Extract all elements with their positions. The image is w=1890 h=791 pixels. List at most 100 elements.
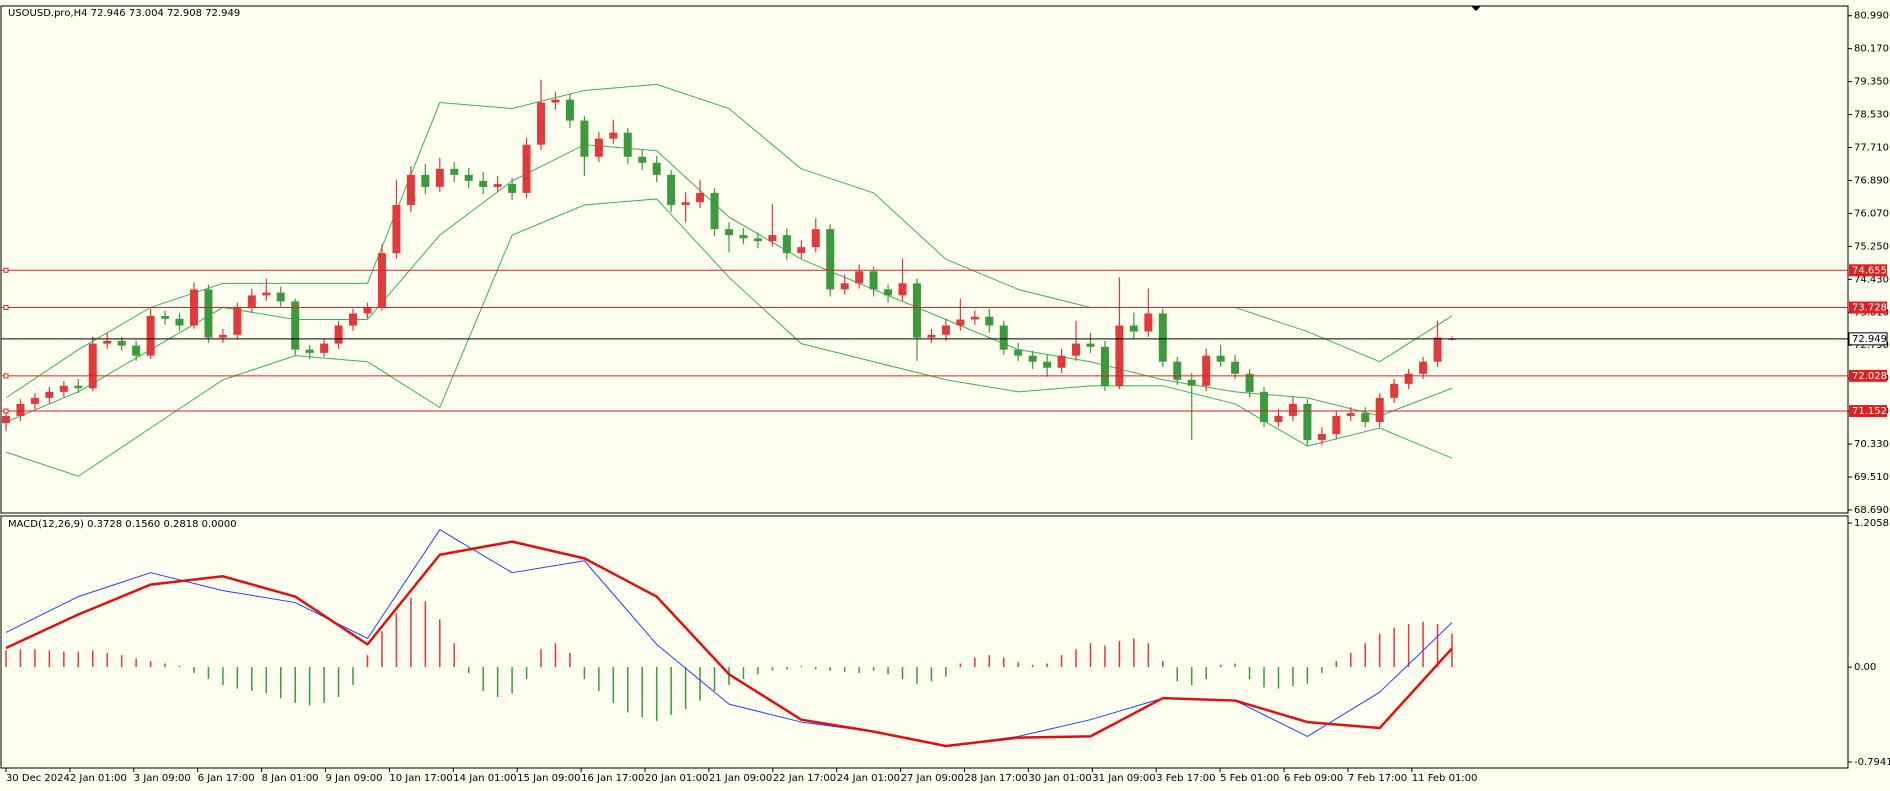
candle-body	[421, 174, 430, 187]
x-tick-label: 10 Jan 17:00	[389, 773, 452, 784]
level-label-box	[1849, 264, 1887, 277]
candle-body	[580, 120, 589, 157]
candle-body	[161, 315, 170, 319]
x-tick-label: 3 Jan 09:00	[134, 773, 191, 784]
candle-body	[103, 340, 112, 344]
candle-body	[1129, 325, 1138, 332]
candle-body	[1086, 343, 1095, 347]
candle-body	[1202, 355, 1211, 386]
candle-body	[1173, 361, 1182, 380]
price-panel	[0, 5, 1849, 514]
candle-body	[1390, 383, 1399, 398]
x-tick-label: 28 Jan 17:00	[965, 773, 1028, 784]
candle-body	[522, 144, 531, 193]
macd-panel	[0, 515, 1849, 769]
candle-body	[450, 168, 459, 175]
candle-body	[638, 156, 647, 163]
candle-body	[985, 316, 994, 326]
candle-body	[175, 318, 184, 326]
bollinger-band	[5, 198, 1453, 477]
candle-body	[59, 385, 68, 392]
candle-body	[970, 316, 979, 320]
x-tick-label: 27 Jan 09:00	[901, 773, 964, 784]
candle-body	[565, 99, 574, 121]
x-tick-label: 30 Dec 2024	[6, 773, 70, 784]
candle-body	[377, 253, 386, 308]
candle-body	[479, 180, 488, 187]
x-tick-label: 5 Feb 01:00	[1220, 773, 1279, 784]
candle-body	[1187, 379, 1196, 386]
candle-body	[1100, 346, 1109, 386]
y-tick-label: 68.690	[1854, 505, 1889, 516]
y-tick-label: 76.890	[1854, 175, 1889, 186]
y-tick-label: 78.530	[1854, 110, 1889, 121]
candle-body	[291, 301, 300, 350]
candle-body	[1158, 313, 1167, 362]
candle-body	[363, 307, 372, 314]
candle-body	[1216, 355, 1225, 362]
level-handle	[3, 408, 9, 414]
candle-body	[1115, 325, 1124, 386]
candle-body	[117, 340, 126, 346]
candle-body	[1274, 415, 1283, 422]
candle-body	[406, 174, 415, 205]
level-label: 71.152	[1852, 406, 1887, 417]
candle-body	[941, 325, 950, 335]
level-label: 74.655	[1852, 265, 1887, 276]
candle-body	[594, 138, 603, 157]
candle-body	[840, 283, 849, 290]
level-handle	[3, 305, 9, 311]
candle-body	[132, 345, 141, 356]
candle-body	[464, 174, 473, 181]
y-tick-label: 77.710	[1854, 143, 1889, 154]
x-tick-label: 21 Jan 09:00	[709, 773, 772, 784]
candle-body	[276, 292, 285, 302]
candle-body	[855, 271, 864, 284]
candle-body	[349, 313, 358, 326]
y-tick-label: 0.00	[1854, 662, 1876, 673]
candle-body	[652, 162, 661, 175]
x-tick-label: 15 Jan 09:00	[517, 773, 580, 784]
candle-body	[551, 99, 560, 103]
candle-body	[623, 132, 632, 157]
candle-body	[869, 271, 878, 290]
candle-body	[537, 102, 546, 145]
candle-body	[927, 334, 936, 338]
level-handle	[3, 373, 9, 379]
x-tick-label: 3 Feb 17:00	[1156, 773, 1215, 784]
candle-body	[797, 247, 806, 254]
x-tick-label: 6 Feb 09:00	[1284, 773, 1343, 784]
level-label: 72.028	[1852, 371, 1887, 382]
candle-body	[305, 349, 314, 353]
candle-body	[1361, 413, 1370, 422]
x-tick-label: 8 Jan 01:00	[262, 773, 319, 784]
candle-body	[435, 168, 444, 187]
candle-body	[1014, 349, 1023, 356]
candle-body	[1260, 391, 1269, 422]
candle-body	[811, 229, 820, 248]
x-tick-label: 9 Jan 09:00	[326, 773, 383, 784]
x-tick-label: 20 Jan 01:00	[645, 773, 708, 784]
y-tick-label: 79.350	[1854, 77, 1889, 88]
candle-body	[710, 192, 719, 230]
candle-body	[1231, 361, 1240, 374]
bollinger-band	[5, 144, 1453, 423]
candle-body	[334, 325, 343, 344]
candle-body	[667, 174, 676, 205]
candle-body	[1317, 434, 1326, 441]
macd-title: MACD(12,26,9) 0.3728 0.1560 0.2818 0.000…	[8, 519, 237, 530]
candle-body	[262, 292, 271, 296]
level-label-box	[1849, 369, 1887, 382]
candle-body	[1245, 373, 1254, 392]
y-tick-label: 1.2058	[1854, 518, 1889, 529]
candle-body	[493, 184, 502, 187]
x-tick-label: 16 Jan 17:00	[581, 773, 644, 784]
y-tick-label: 72.790	[1854, 340, 1889, 351]
candle-body	[1028, 355, 1037, 362]
candle-body	[1072, 343, 1081, 356]
candle-body	[1346, 413, 1355, 416]
candle-body	[247, 295, 256, 308]
x-tick-label: 6 Jan 17:00	[198, 773, 255, 784]
y-tick-label: 75.250	[1854, 241, 1889, 252]
